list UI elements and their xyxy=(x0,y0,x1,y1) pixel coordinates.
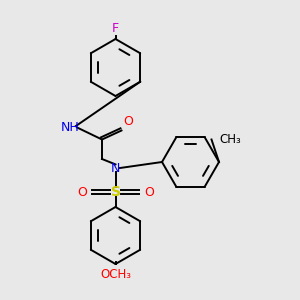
Text: F: F xyxy=(112,22,119,34)
Text: O: O xyxy=(123,115,133,128)
Text: OCH₃: OCH₃ xyxy=(100,268,131,281)
Text: O: O xyxy=(77,185,87,199)
Text: S: S xyxy=(110,185,121,199)
Text: O: O xyxy=(144,185,154,199)
Text: CH₃: CH₃ xyxy=(219,133,241,146)
Text: N: N xyxy=(111,161,120,175)
Text: NH: NH xyxy=(61,121,80,134)
